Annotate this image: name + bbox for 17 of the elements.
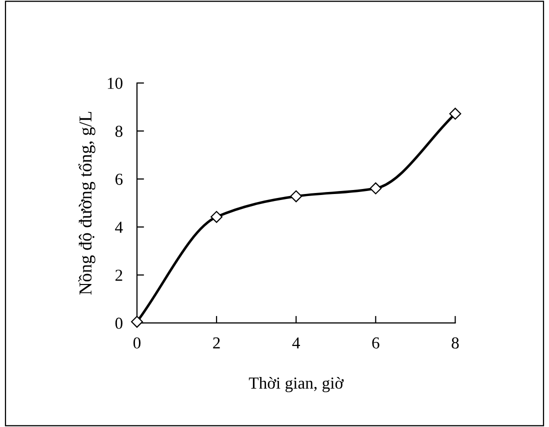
x-tick-label: 0 — [133, 337, 141, 349]
x-tick-label: 2 — [213, 337, 220, 348]
x-axis-title: Thời gian, giờ — [248, 376, 344, 392]
x-tick-label: 4 — [292, 337, 300, 348]
x-tick-label: 6 — [372, 337, 380, 349]
y-tick-label: 4 — [115, 222, 123, 233]
y-tick-label: 0 — [115, 318, 122, 329]
y-tick-label: 2 — [115, 270, 122, 281]
y-tick-label: 6 — [115, 174, 123, 185]
point — [449, 108, 462, 120]
point — [210, 210, 222, 223]
y-tick-label: 8 — [115, 126, 122, 137]
point — [290, 190, 302, 202]
y-axis-title: Nồng độ đường tổng, g/L — [78, 112, 96, 295]
point — [370, 182, 382, 194]
y-tick-label: 10 — [108, 78, 122, 89]
x-tick-label: 8 — [452, 337, 459, 349]
